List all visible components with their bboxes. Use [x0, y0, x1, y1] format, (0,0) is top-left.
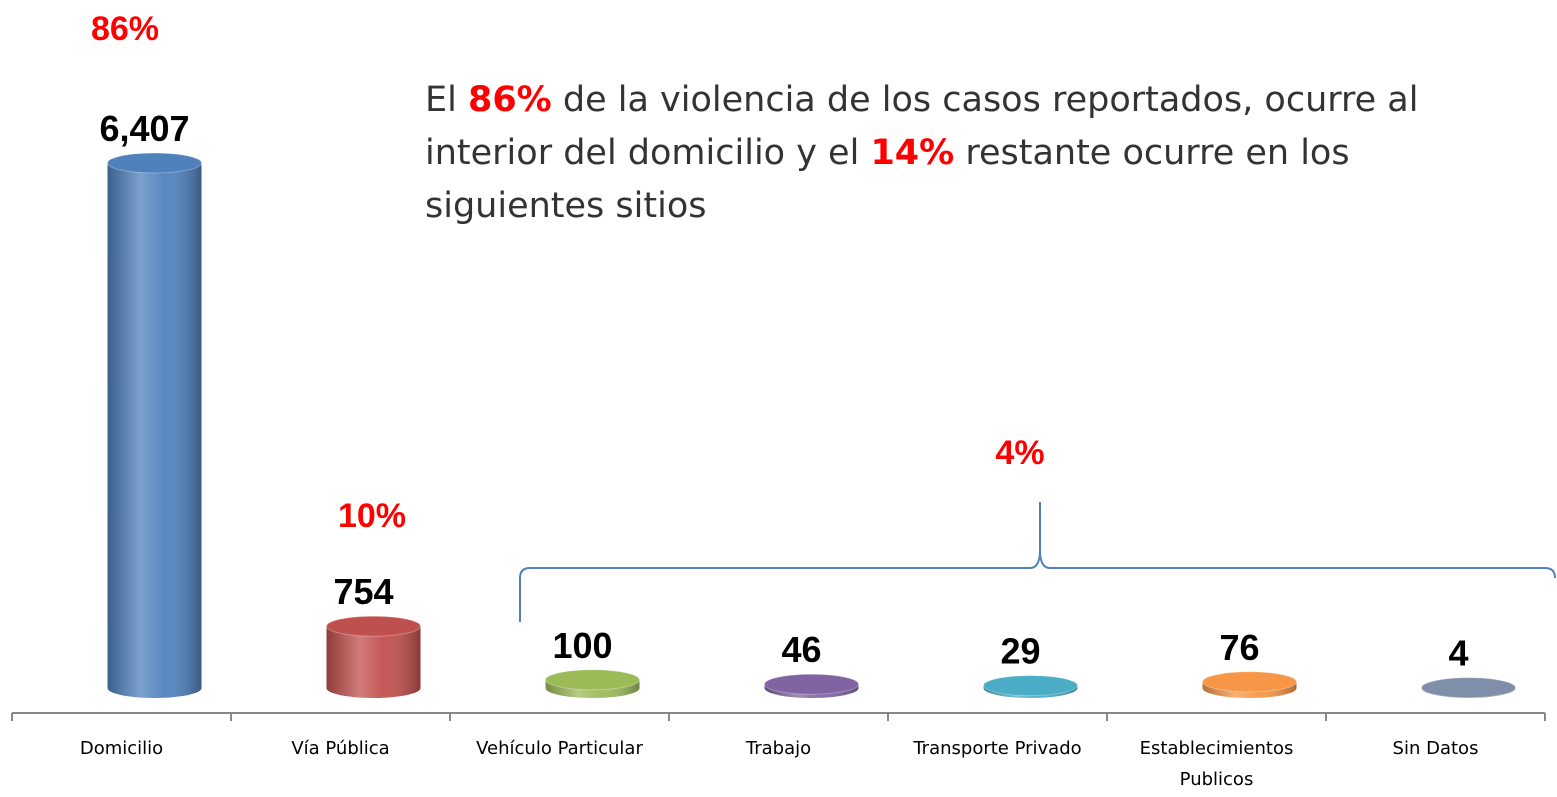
bar	[1203, 672, 1297, 698]
bar	[984, 676, 1078, 698]
bar-top	[984, 676, 1078, 696]
bracket	[520, 502, 1555, 622]
bar-top	[327, 616, 421, 636]
value-label: 6,407	[99, 108, 189, 149]
value-label: 754	[333, 571, 393, 612]
bar	[1422, 678, 1516, 698]
bar	[327, 616, 421, 698]
bar	[108, 153, 202, 698]
bar-top	[1422, 678, 1516, 698]
value-label: 29	[1000, 631, 1040, 672]
bar-top	[765, 674, 859, 694]
value-label: 4	[1448, 633, 1468, 674]
value-label: 100	[552, 625, 612, 666]
category-label: Sin Datos	[1351, 733, 1521, 764]
bar-top	[546, 670, 640, 690]
percent-annotation: 86%	[91, 10, 159, 48]
category-label: Trabajo	[694, 733, 864, 764]
category-label: Domicilio	[37, 733, 207, 764]
value-label: 46	[781, 629, 821, 670]
bar	[765, 674, 859, 698]
note-text: El	[425, 80, 468, 120]
bar-top	[108, 153, 202, 173]
note-text: 86%	[468, 80, 552, 120]
category-label: Establecimientos Publicos	[1132, 733, 1302, 795]
category-label: Vehículo Particular	[475, 733, 645, 764]
category-label: Transporte Privado	[913, 733, 1083, 764]
bar-shade	[327, 626, 421, 698]
value-label: 76	[1219, 627, 1259, 668]
bar-shade	[108, 163, 202, 698]
percent-annotation: 10%	[338, 497, 406, 535]
note-text: 14%	[870, 133, 954, 173]
bar-top	[1203, 672, 1297, 692]
page: 6,407 754 100 46 29 76 4 86% 10% 4% El 86% de la …	[0, 0, 1557, 797]
note: El 86% de la violencia de los casos repo…	[425, 74, 1535, 233]
bar	[546, 670, 640, 698]
category-label: Vía Pública	[256, 733, 426, 764]
percent-annotation: 4%	[995, 434, 1044, 472]
